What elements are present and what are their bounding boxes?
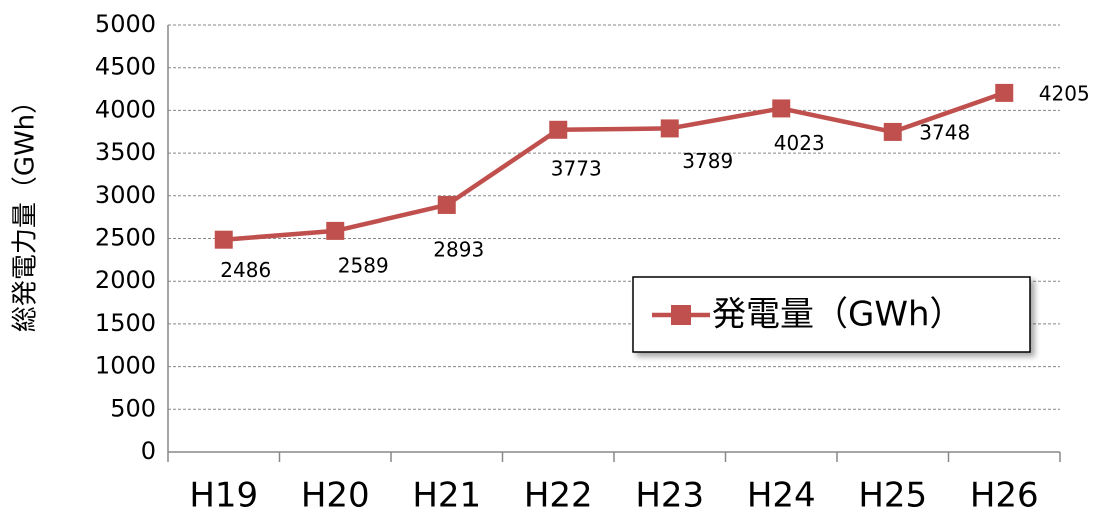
y-tick-label: 4500 xyxy=(95,53,156,81)
data-label: 2486 xyxy=(220,258,271,282)
data-label: 2589 xyxy=(338,253,389,277)
marker xyxy=(326,221,345,240)
y-tick-label: 3000 xyxy=(95,181,156,209)
marker xyxy=(772,99,791,118)
line xyxy=(223,90,1005,242)
data-label: 2893 xyxy=(433,237,484,261)
legend-marker xyxy=(671,305,691,325)
y-tick-label: 4000 xyxy=(95,95,156,123)
marker xyxy=(995,83,1014,102)
marker xyxy=(549,120,568,139)
data-label: 3789 xyxy=(682,149,733,173)
x-tick-label: H23 xyxy=(635,476,704,516)
data-label: 3773 xyxy=(551,156,602,180)
y-tick-label: 500 xyxy=(110,394,156,422)
x-tick-label: H19 xyxy=(189,476,258,516)
x-tick-label: H22 xyxy=(524,476,593,516)
y-tick-label: 0 xyxy=(141,437,156,465)
y-tick-label: 5000 xyxy=(95,10,156,38)
y-tick-label: 2000 xyxy=(95,266,156,294)
y-tick-label: 1500 xyxy=(95,309,156,337)
data-label: 3748 xyxy=(919,120,970,144)
x-tick-label: H24 xyxy=(747,476,816,516)
y-tick-label: 2500 xyxy=(95,224,156,252)
legend: 発電量（GWh） xyxy=(632,276,1031,353)
marker xyxy=(660,119,679,138)
data-label: 4205 xyxy=(1039,81,1090,105)
x-tick-label: H20 xyxy=(301,476,370,516)
y-axis-label: 総発電力量（GWh） xyxy=(11,88,41,332)
legend-label: 発電量（GWh） xyxy=(712,295,964,335)
data-label: 4023 xyxy=(774,131,825,155)
marker xyxy=(437,195,456,214)
x-tick-label: H21 xyxy=(412,476,481,516)
y-tick-label: 3500 xyxy=(95,138,156,166)
x-tick-label: H25 xyxy=(858,476,927,516)
marker xyxy=(883,122,902,141)
marker xyxy=(214,230,233,249)
y-tick-label: 1000 xyxy=(95,352,156,380)
x-tick-label: H26 xyxy=(970,476,1039,516)
